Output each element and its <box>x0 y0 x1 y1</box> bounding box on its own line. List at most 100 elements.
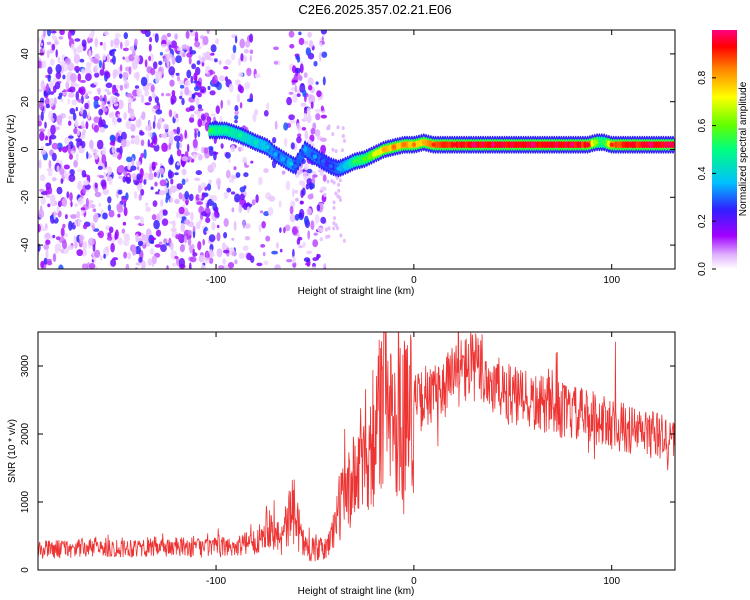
spectrogram-noise-cell <box>295 197 299 202</box>
spectrogram-noise-cell <box>255 194 259 204</box>
spectrogram-noise-cell <box>208 179 213 185</box>
spectrogram-noise-cell <box>161 218 169 226</box>
spectrogram-noise-cell <box>205 251 209 259</box>
spectrogram-noise-cell <box>292 248 295 258</box>
spectrogram-noise-cell <box>238 72 244 78</box>
spectrogram-noise-cell <box>234 105 239 112</box>
spectrogram-y-tick-label: -40 <box>20 237 31 252</box>
spectrogram-noise-cell <box>319 42 322 46</box>
spectrogram-noise-cell <box>176 183 183 190</box>
spectrogram-noise-cell <box>233 220 237 231</box>
spectrogram-signal-cell <box>298 154 303 161</box>
spectrogram-noise-cell <box>209 248 213 259</box>
spectrogram-noise-cell <box>275 242 279 249</box>
spectrogram-noise-cell <box>148 55 152 62</box>
spectrogram-noise-cell <box>148 172 154 181</box>
spectrogram-noise-cell <box>303 72 308 78</box>
spectrogram-noise-cell <box>317 227 324 232</box>
spectrogram-noise-cell <box>325 234 329 239</box>
spectrogram-noise-cell <box>102 53 106 61</box>
spectrogram-noise-cell <box>201 61 205 67</box>
spectrogram-noise-cell <box>97 165 103 170</box>
spectrogram-noise-cell <box>316 90 322 98</box>
spectrogram-noise-cell <box>168 109 173 118</box>
spectrogram-noise-cell <box>42 227 48 232</box>
spectrogram-noise-cell <box>262 252 266 257</box>
snr-panel: -100 0 100 0 1000 2000 3000 Height of straigh… <box>7 331 676 597</box>
spectrogram-noise-cell <box>102 146 107 157</box>
spectrogram-noise-cell <box>128 104 131 109</box>
snr-x-tick-label: 0 <box>411 576 417 587</box>
spectrogram-noise-cell <box>187 229 192 236</box>
spectrogram-noise-cell <box>197 92 202 98</box>
spectrogram-noise-cell <box>180 222 186 233</box>
spectrogram-noise-cell <box>134 38 138 47</box>
spectrogram-noise-cell <box>211 76 216 85</box>
spectrogram-noise-cell <box>110 39 114 48</box>
spectrogram-noise-cell <box>210 44 217 53</box>
spectrogram-signal-point <box>312 154 318 159</box>
spectrogram-y-tick-label: 20 <box>20 96 31 108</box>
spectrogram-noise-cell <box>81 120 85 129</box>
spectrogram-noise-cell <box>39 131 45 141</box>
spectrogram-noise-cell <box>231 250 237 257</box>
spectrogram-noise-cell <box>273 46 279 51</box>
spectrogram-noise-cell <box>106 174 110 180</box>
spectrogram-noise-cell <box>203 112 210 118</box>
spectrogram-noise-cell <box>251 199 256 206</box>
spectrogram-noise-cell <box>106 236 113 241</box>
spectrogram-noise-cell <box>153 135 158 145</box>
spectrogram-noise-cell <box>179 84 185 89</box>
spectrogram-noise-cell <box>227 262 235 269</box>
spectrogram-noise-cell <box>168 171 175 179</box>
spectrogram-noise-cell <box>308 40 314 48</box>
spectrogram-noise-cell <box>73 160 78 168</box>
spectrogram-noise-cell <box>302 89 307 98</box>
spectrogram-noise-cell <box>93 99 99 110</box>
spectrogram-noise-cell <box>187 238 192 246</box>
spectrogram-noise-cell <box>92 208 97 212</box>
spectrogram-noise-cell <box>243 185 247 190</box>
spectrogram-noise-cell <box>135 119 142 128</box>
spectrogram-noise-cell <box>297 236 303 241</box>
spectrogram-noise-cell <box>322 174 327 182</box>
spectrogram-signal-point <box>391 144 397 150</box>
spectrogram-noise-cell <box>178 79 184 86</box>
spectrogram-noise-cell <box>123 81 130 90</box>
spectrogram-noise-cell <box>59 30 65 36</box>
spectrogram-noise-cell <box>135 233 139 243</box>
spectrogram-noise-cell <box>283 226 286 234</box>
spectrogram-noise-cell <box>49 134 57 140</box>
spectrogram-noise-cell <box>240 53 244 62</box>
spectrogram-noise-cell <box>73 235 77 245</box>
spectrogram-signal-point <box>352 159 357 164</box>
spectrogram-noise-cell <box>140 188 145 196</box>
spectrogram-noise-cell <box>68 174 76 183</box>
spectrogram-noise-cell <box>199 86 207 94</box>
spectrogram-noise-cell <box>197 108 204 112</box>
colorbar-tick-label: 0.6 <box>697 118 708 132</box>
spectrogram-noise-cell <box>307 84 313 91</box>
spectrogram-signal-point <box>490 142 496 147</box>
spectrogram-noise-cell <box>216 177 221 187</box>
spectrogram-noise-cell <box>57 95 62 100</box>
spectrogram-noise-cell <box>88 49 92 60</box>
spectrogram-signal-point <box>336 166 341 171</box>
spectrogram-noise-cell <box>204 226 208 232</box>
spectrogram-noise-cell <box>258 224 262 233</box>
spectrogram-noise-cell <box>332 226 336 231</box>
spectrogram-noise-cell <box>62 240 67 250</box>
spectrogram-noise-cell <box>332 221 336 226</box>
spectrogram-noise-cell <box>301 187 306 196</box>
spectrogram-noise-cell <box>106 53 110 63</box>
spectrogram-noise-cell <box>86 151 89 160</box>
spectrogram-noise-cell <box>298 212 302 219</box>
spectrogram-noise-cell <box>226 187 232 193</box>
spectrogram-noise-cell <box>239 38 245 49</box>
spectrogram-noise-cell <box>239 102 243 109</box>
spectrogram-noise-cell <box>130 138 135 145</box>
spectrogram-noise-cell <box>50 30 57 34</box>
spectrogram-noise-cell <box>187 143 190 153</box>
spectrogram-noise-cell <box>77 73 82 82</box>
spectrogram-noise-cell <box>322 76 326 86</box>
